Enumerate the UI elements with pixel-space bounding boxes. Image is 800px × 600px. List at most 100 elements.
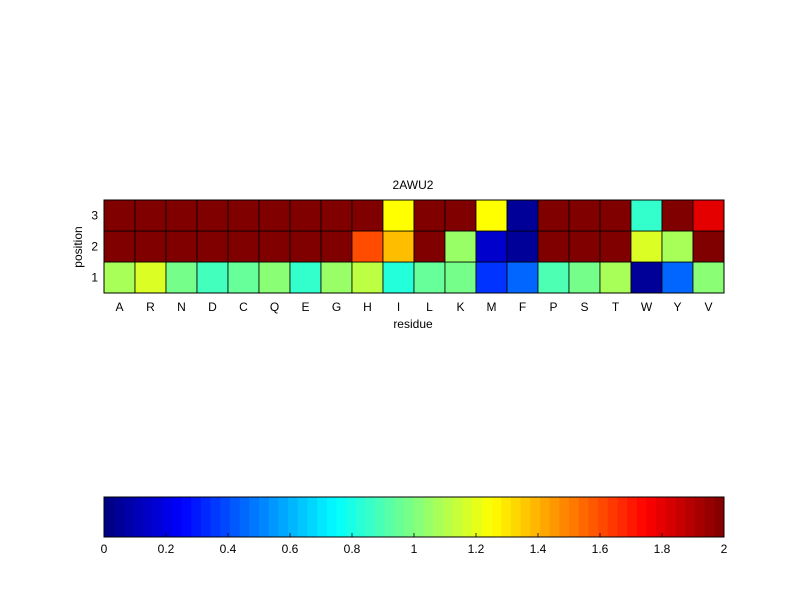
heatmap-cell-G-2: [320, 230, 353, 263]
x-tick-label: C: [239, 300, 248, 314]
heatmap-cell-S-2: [568, 230, 601, 263]
heatmap-cell-C-3: [227, 199, 260, 232]
heatmap-cell-M-3: [475, 199, 508, 232]
colorbar-segment: [104, 497, 115, 537]
heatmap-cell-V-3: [692, 199, 725, 232]
colorbar-segment: [133, 497, 144, 537]
heatmap-cell-E-2: [289, 230, 322, 263]
colorbar-segment: [501, 497, 512, 537]
y-tick-label: 3: [91, 209, 98, 223]
colorbar-segment: [588, 497, 599, 537]
colorbar-segment: [288, 497, 299, 537]
heatmap-cell-M-1: [475, 261, 508, 294]
colorbar-segment: [162, 497, 173, 537]
heatmap-cell-F-3: [506, 199, 539, 232]
heatmap-cell-F-2: [506, 230, 539, 263]
heatmap-cell-A-3: [103, 199, 136, 232]
chart-title: 2AWU2: [393, 178, 434, 192]
x-tick-label: P: [549, 300, 557, 314]
heatmap-cell-D-1: [196, 261, 229, 294]
colorbar-segment: [617, 497, 628, 537]
colorbar-segment: [297, 497, 308, 537]
x-tick-label: T: [612, 300, 620, 314]
x-tick-label: Y: [673, 300, 681, 314]
heatmap-cell-Q-2: [258, 230, 291, 263]
x-tick-label: K: [456, 300, 464, 314]
x-tick-label: M: [487, 300, 497, 314]
x-tick-label: G: [332, 300, 341, 314]
heatmap-cell-Q-1: [258, 261, 291, 294]
colorbar-tick-label: 1.8: [654, 542, 671, 556]
colorbar-segment: [491, 497, 502, 537]
heatmap-cell-K-3: [444, 199, 477, 232]
colorbar-segment: [239, 497, 250, 537]
heatmap-cell-Y-1: [661, 261, 694, 294]
colorbar-segment: [355, 497, 366, 537]
y-axis-label: position: [71, 226, 85, 267]
colorbar-segment: [346, 497, 357, 537]
heatmap-cell-D-3: [196, 199, 229, 232]
x-tick-label: Q: [270, 300, 279, 314]
colorbar-tick-label: 1: [411, 542, 418, 556]
colorbar-segment: [113, 497, 124, 537]
colorbar-segment: [365, 497, 376, 537]
heatmap-cell-P-2: [537, 230, 570, 263]
heatmap-cell-W-1: [630, 261, 663, 294]
y-tick-label: 2: [91, 240, 98, 254]
colorbar-segment: [704, 497, 715, 537]
heatmap-cell-R-3: [134, 199, 167, 232]
colorbar-tick-label: 0: [101, 542, 108, 556]
colorbar-segment: [191, 497, 202, 537]
heatmap-cell-I-3: [382, 199, 415, 232]
heatmap-cell-K-2: [444, 230, 477, 263]
heatmap-cell-L-1: [413, 261, 446, 294]
heatmap-cell-Q-3: [258, 199, 291, 232]
colorbar-segment: [375, 497, 386, 537]
heatmap-cell-W-3: [630, 199, 663, 232]
colorbar-tick-label: 1.6: [592, 542, 609, 556]
heatmap-cell-A-2: [103, 230, 136, 263]
heatmap-cell-C-2: [227, 230, 260, 263]
x-tick-label: E: [301, 300, 309, 314]
x-tick-label: A: [115, 300, 123, 314]
heatmap-cell-P-1: [537, 261, 570, 294]
colorbar-segment: [462, 497, 473, 537]
heatmap-cell-S-3: [568, 199, 601, 232]
heatmap-cell-P-3: [537, 199, 570, 232]
heatmap-cell-H-2: [351, 230, 384, 263]
colorbar-segment: [472, 497, 483, 537]
colorbar-segment: [210, 497, 221, 537]
heatmap-cell-C-1: [227, 261, 260, 294]
heatmap-cell-I-1: [382, 261, 415, 294]
x-tick-label: N: [177, 300, 186, 314]
colorbar-segment: [123, 497, 134, 537]
heatmap-cell-E-3: [289, 199, 322, 232]
heatmap-cell-L-2: [413, 230, 446, 263]
y-tick-label: 1: [91, 271, 98, 285]
heatmap-cell-H-3: [351, 199, 384, 232]
colorbar-segment: [181, 497, 192, 537]
colorbar-segment: [549, 497, 560, 537]
heatmap-cell-L-3: [413, 199, 446, 232]
colorbar-segment: [229, 497, 241, 537]
colorbar-segment: [443, 497, 454, 537]
heatmap-cell-S-1: [568, 261, 601, 294]
colorbar-segment: [336, 497, 347, 537]
heatmap-cell-R-2: [134, 230, 167, 263]
heatmap-cell-Y-3: [661, 199, 694, 232]
colorbar-segment: [559, 497, 570, 537]
plot-frame: [103, 199, 725, 294]
heatmap-cell-N-1: [165, 261, 198, 294]
heatmap-cell-Y-2: [661, 230, 694, 263]
colorbar-segment: [569, 497, 580, 537]
colorbar-segment: [510, 497, 521, 537]
colorbar-segment: [220, 497, 231, 537]
y-tick-labels: 1 2 3: [91, 209, 98, 285]
colorbar-segment: [530, 497, 541, 537]
x-tick-label: I: [397, 300, 400, 314]
colorbar-segment: [384, 497, 396, 537]
colorbar-tick-label: 0.2: [158, 542, 175, 556]
colorbar-segment: [249, 497, 260, 537]
